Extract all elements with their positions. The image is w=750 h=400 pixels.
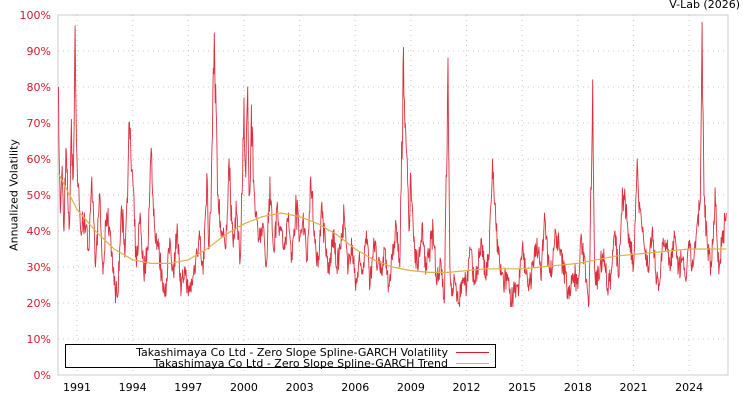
x-tick-label: 1991 <box>63 381 91 394</box>
legend-item-trend: Takashimaya Co Ltd - Zero Slope Spline-G… <box>153 356 489 370</box>
data-series <box>57 21 727 308</box>
x-tick-label: 2015 <box>508 381 536 394</box>
y-tick-label: 60% <box>27 153 51 166</box>
x-tick-label: 2000 <box>230 381 258 394</box>
legend-label: Takashimaya Co Ltd - Zero Slope Spline-G… <box>136 345 448 359</box>
x-tick-label: 2021 <box>620 381 648 394</box>
y-tick-label: 10% <box>27 333 51 346</box>
x-tick-label: 2012 <box>453 381 481 394</box>
y-tick-label: 90% <box>27 45 51 58</box>
trend-line <box>57 173 727 273</box>
x-tick-label: 2024 <box>675 381 703 394</box>
legend-swatch-volatility <box>456 351 489 353</box>
x-axis-ticks: 1991 1994 1997 2000 2003 2006 2009 2012 2015 2018… <box>63 381 703 394</box>
source-credit: V-Lab (2026) <box>669 0 740 11</box>
x-tick-label: 2003 <box>286 381 314 394</box>
y-axis-label: Annualized Volatility <box>7 139 21 251</box>
volatility-line <box>58 21 727 308</box>
x-tick-label: 1997 <box>174 381 202 394</box>
y-tick-label: 80% <box>27 81 51 94</box>
y-tick-label: 40% <box>27 225 51 238</box>
x-tick-label: 2018 <box>564 381 592 394</box>
chart-legend: Takashimaya Co Ltd - Zero Slope Spline-G… <box>65 344 496 370</box>
legend-label: Takashimaya Co Ltd - Zero Slope Spline-G… <box>153 356 448 370</box>
x-tick-label: 2006 <box>341 381 369 394</box>
y-tick-label: 50% <box>27 189 51 202</box>
y-tick-label: 20% <box>27 297 51 310</box>
legend-item-volatility: Takashimaya Co Ltd - Zero Slope Spline-G… <box>136 345 489 359</box>
x-tick-label: 1994 <box>119 381 147 394</box>
y-tick-label: 0% <box>34 369 51 382</box>
y-axis-ticks: 0% 10% 20% 30% 40% 50% 60% 70% 80% 90% 100% <box>20 9 51 382</box>
x-tick-label: 2009 <box>397 381 425 394</box>
y-tick-label: 70% <box>27 117 51 130</box>
y-tick-label: 100% <box>20 9 51 22</box>
legend-swatch-trend <box>456 362 489 364</box>
y-tick-label: 30% <box>27 261 51 274</box>
